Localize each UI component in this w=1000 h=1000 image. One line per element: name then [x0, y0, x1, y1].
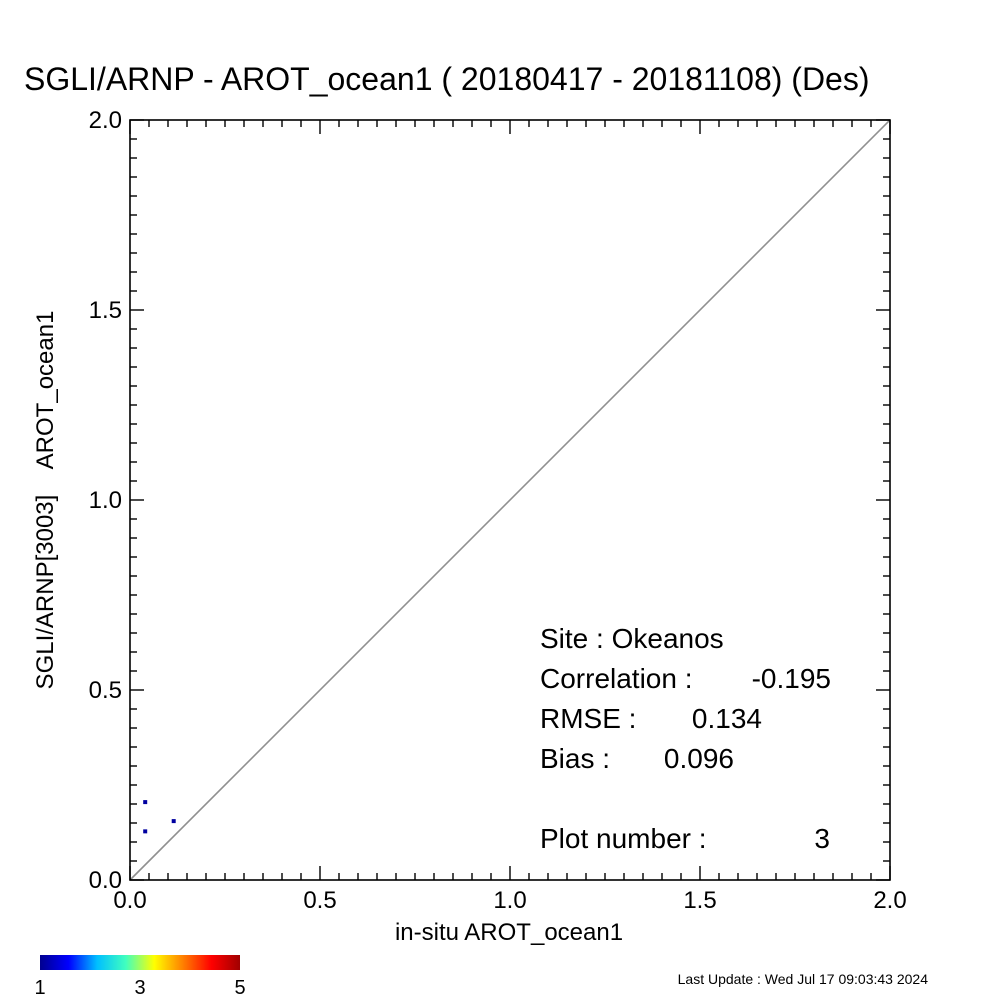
stats-plot-number-label: Plot number :	[540, 823, 707, 854]
y-tick-label: 1.0	[89, 487, 122, 514]
stats-bias-value: 0.096	[664, 743, 734, 774]
last-update-text: Last Update : Wed Jul 17 09:03:43 2024	[678, 971, 929, 987]
chart-title: SGLI/ARNP - AROT_ocean1 ( 20180417 - 201…	[24, 61, 870, 97]
x-tick-label: 1.0	[493, 887, 526, 914]
stats-rmse-value: 0.134	[692, 703, 762, 734]
x-tick-label: 2.0	[873, 887, 906, 914]
x-axis-label: in-situ AROT_ocean1	[395, 919, 623, 946]
x-tick-label: 1.5	[683, 887, 716, 914]
stats-correlation-label: Correlation :	[540, 663, 693, 694]
colorbar: 1 3 5	[34, 955, 246, 999]
scatter-point	[143, 829, 148, 834]
plot-area: 0.0 0.5 1.0 1.5 2.0 0.0 0.5 1.0 1.5 2.0	[89, 107, 907, 914]
stats-plot-number-value: 3	[814, 823, 830, 854]
colorbar-tick-label: 5	[234, 977, 245, 999]
colorbar-tick-label: 1	[34, 977, 45, 999]
stats-bias-label: Bias :	[540, 743, 610, 774]
scatter-point	[171, 819, 176, 824]
y-axis-label: SGLI/ARNP[3003] AROT_ocean1	[32, 311, 59, 690]
x-tick-label: 0.0	[113, 887, 146, 914]
one-to-one-line	[129, 119, 891, 881]
stats-site: Site : Okeanos	[540, 623, 724, 654]
y-tick-label: 2.0	[89, 107, 122, 134]
stats-rmse-label: RMSE :	[540, 703, 636, 734]
colorbar-gradient	[40, 955, 240, 970]
stats-panel: Site : Okeanos Correlation : -0.195 RMSE…	[540, 623, 831, 854]
y-tick-label: 0.0	[89, 867, 122, 894]
colorbar-tick-label: 3	[134, 977, 145, 999]
colorbar-ticks: 1 3 5	[34, 977, 245, 999]
scatter-point	[143, 800, 148, 805]
y-tick-label: 1.5	[89, 297, 122, 324]
x-tick-label: 0.5	[303, 887, 336, 914]
y-tick-label: 0.5	[89, 677, 122, 704]
stats-correlation-value: -0.195	[752, 663, 831, 694]
